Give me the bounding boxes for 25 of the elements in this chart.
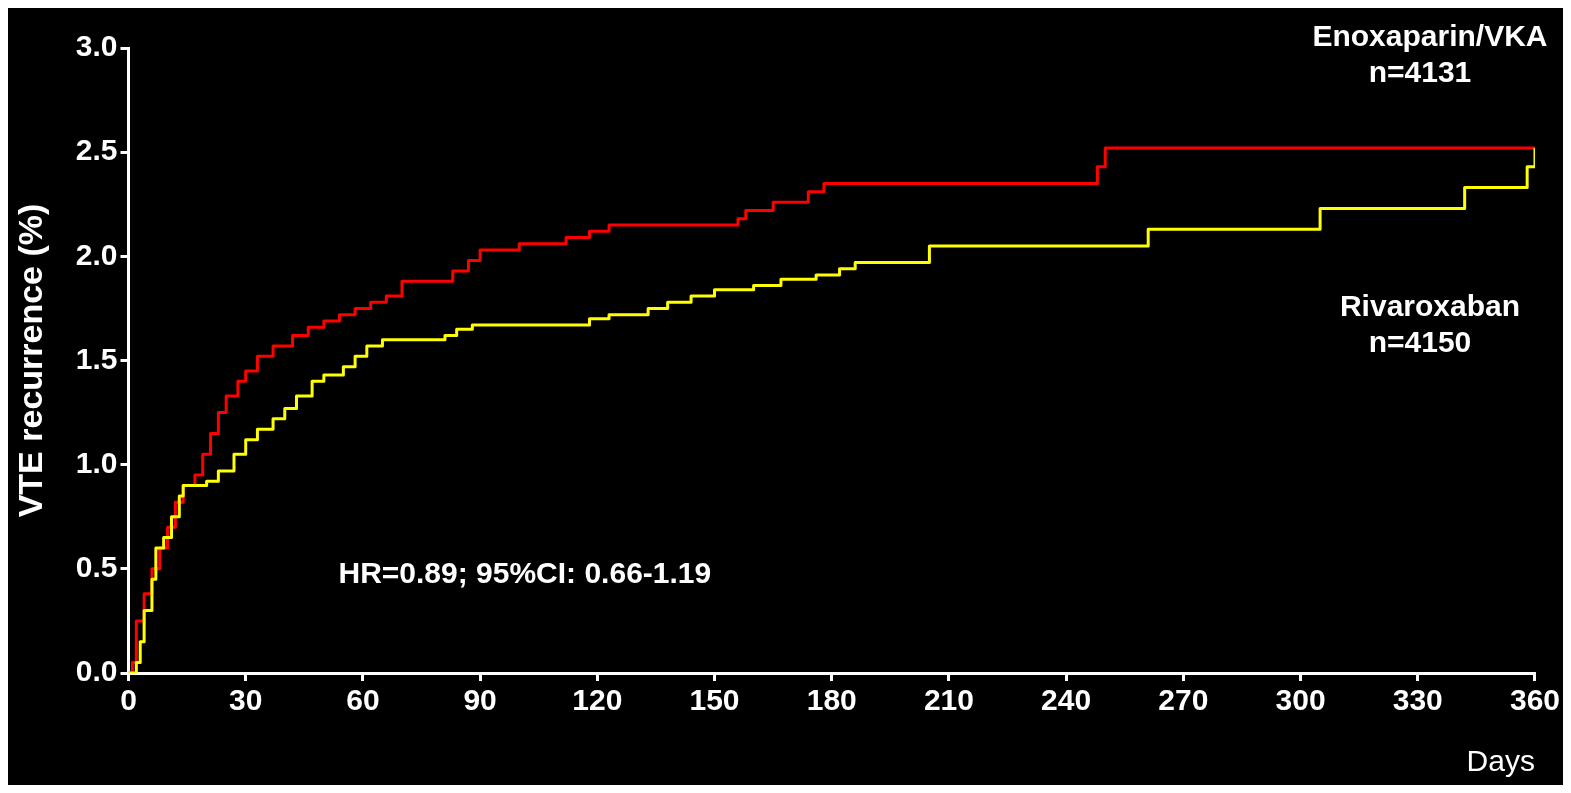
x-tick-label: 0 xyxy=(120,683,137,717)
y-tick-label: 2.5 xyxy=(75,133,118,167)
x-tick-label: 240 xyxy=(1041,683,1092,717)
y-tick-label: 1.5 xyxy=(75,341,118,375)
x-tick-label: 90 xyxy=(463,683,497,717)
x-tick-label: 120 xyxy=(572,683,623,717)
series-label: Enoxaparin/VKA n=4131 xyxy=(1312,19,1548,88)
y-axis-title: VTE recurrence (%) xyxy=(10,203,49,518)
annotation: HR=0.89; 95%CI: 0.66-1.19 xyxy=(338,556,712,589)
x-tick-label: 150 xyxy=(689,683,740,717)
x-tick-label: 30 xyxy=(229,683,263,717)
x-tick-label: 300 xyxy=(1275,683,1326,717)
x-axis-title: Days xyxy=(1466,744,1535,778)
y-tick-label: 3.0 xyxy=(75,29,118,63)
y-tick-label: 0.5 xyxy=(75,550,118,584)
text: Rivaroxaban n=4150 xyxy=(1339,289,1521,358)
x-tick-label: 60 xyxy=(346,683,380,717)
x-tick-label: 330 xyxy=(1392,683,1443,717)
y-tick-label: 0.0 xyxy=(75,654,118,688)
x-tick-label: 180 xyxy=(806,683,857,717)
x-tick-label: 210 xyxy=(923,683,974,717)
x-tick-label: 270 xyxy=(1158,683,1209,717)
x-tick-label: 360 xyxy=(1509,683,1560,717)
y-tick-label: 1.0 xyxy=(75,445,118,479)
y-tick-label: 2.0 xyxy=(75,237,118,271)
